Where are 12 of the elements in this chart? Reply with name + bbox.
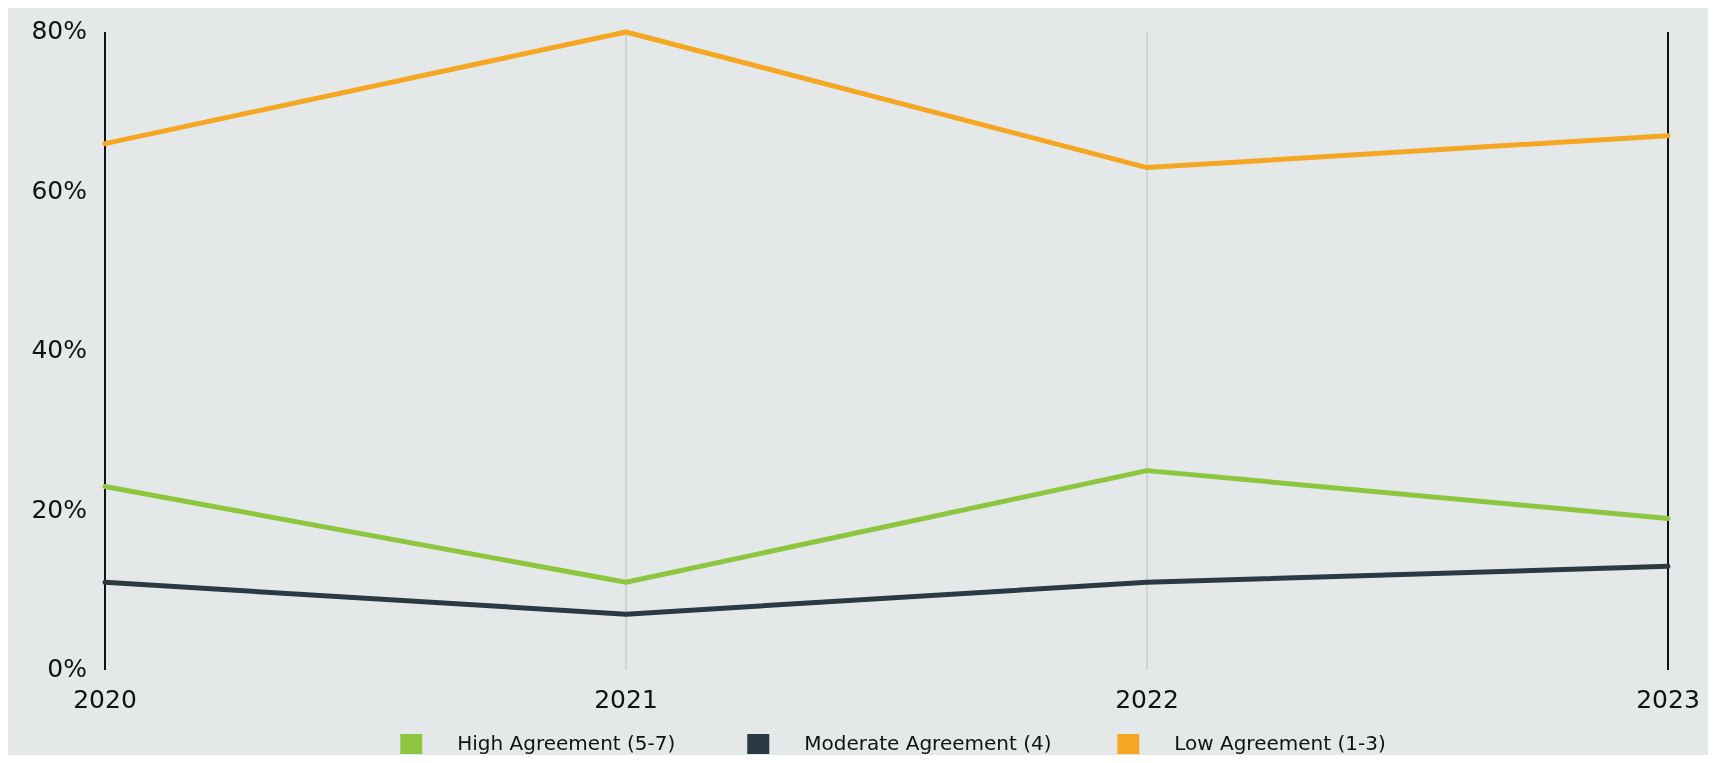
y-tick-label: 20% [31, 494, 87, 524]
y-tick-label: 80% [31, 16, 87, 45]
legend-label: Moderate Agreement (4) [804, 730, 1052, 755]
legend-label: High Agreement (5-7) [457, 730, 676, 755]
y-tick-label: 60% [31, 175, 87, 205]
x-tick-label: 2020 [73, 685, 137, 714]
x-tick-label: 2022 [1115, 685, 1179, 714]
x-tick-label: 2023 [1636, 685, 1700, 714]
x-tick-label: 2021 [594, 685, 658, 714]
legend-label: Low Agreement (1-3) [1174, 730, 1386, 755]
y-tick-label: 0% [47, 654, 87, 683]
y-tick-label: 40% [31, 335, 87, 364]
